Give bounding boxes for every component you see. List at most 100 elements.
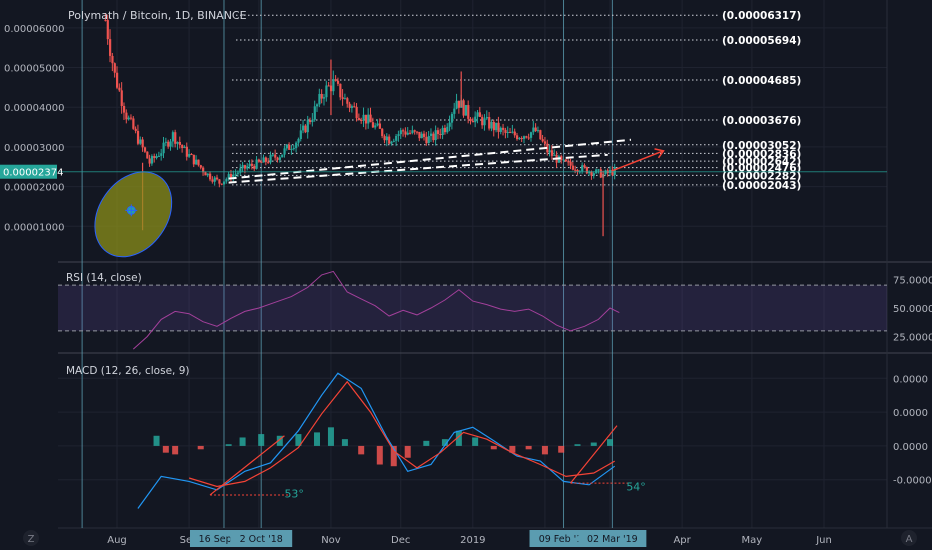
vertical-markers <box>81 0 613 528</box>
candle-body <box>346 98 349 104</box>
candle-body <box>385 136 388 141</box>
candle-body <box>264 157 268 162</box>
price-axis[interactable]: 0.00006000 0.00005000 0.00004000 0.00003000… <box>4 24 64 233</box>
candle-body <box>211 179 214 182</box>
candle-body <box>516 135 519 140</box>
macd-histogram-bar <box>574 444 581 446</box>
macd-axis[interactable]: 0.0000 0.0000 0.0000 -0.0000 <box>893 374 932 486</box>
candle-body <box>567 161 570 163</box>
candle-body <box>118 87 121 91</box>
arrow-drawing[interactable] <box>612 150 664 172</box>
candle-body <box>297 139 300 143</box>
candle-body <box>325 85 328 98</box>
candle-body <box>574 169 577 171</box>
candle-body <box>304 125 307 133</box>
candle-body <box>471 121 475 123</box>
trend-line-lower[interactable] <box>228 153 608 184</box>
macd-histogram-bar <box>490 445 497 450</box>
fib-levels[interactable]: (0.00006317) (0.00005694) (0.00004685) (0.0… <box>232 10 801 192</box>
macd-histogram-bar <box>404 445 411 458</box>
date-badge-label: 09 Feb '19 <box>539 534 589 545</box>
macd-histogram-bar <box>225 444 232 446</box>
candle-body <box>350 106 354 108</box>
rsi-tick-label: 50.0000 <box>893 304 932 315</box>
candle-body <box>527 137 530 139</box>
candle-body <box>169 141 172 147</box>
candle-body <box>332 79 335 92</box>
macd-histogram-bar <box>197 445 204 450</box>
candle-body <box>413 130 416 132</box>
candle-body <box>271 154 275 156</box>
candle-body <box>141 139 144 148</box>
macd-histogram-bar <box>558 445 565 453</box>
price-tick-label: 0.00001000 <box>4 222 64 233</box>
macd-histogram-bar <box>162 445 169 453</box>
candle-body <box>588 171 591 174</box>
macd-histogram-bar <box>258 434 265 446</box>
candle-body <box>213 177 216 182</box>
svg-text:A: A <box>906 534 913 545</box>
candle-body <box>164 141 168 143</box>
current-price-label: 0.00002374 <box>3 168 63 179</box>
candle-body <box>257 159 261 162</box>
candle-body <box>339 83 342 98</box>
candle-body <box>232 174 235 180</box>
logo-z-icon[interactable]: Z <box>23 530 39 546</box>
candle-body <box>288 144 291 150</box>
candle-body <box>313 106 316 120</box>
auto-scale-icon[interactable]: A <box>901 530 917 546</box>
macd-title[interactable]: MACD (12, 26, close, 9) <box>66 365 189 377</box>
candle-body <box>511 131 514 133</box>
candle-body <box>518 138 521 140</box>
candle-body <box>427 135 430 144</box>
macd-histogram <box>153 427 614 467</box>
candle-body <box>150 156 154 164</box>
candle-body <box>334 79 337 81</box>
candle-body <box>439 134 442 136</box>
candle-body <box>564 159 568 162</box>
drawings[interactable] <box>79 138 665 272</box>
candle-body <box>216 177 219 180</box>
candle-body <box>188 154 191 157</box>
macd-histogram-bar <box>390 445 397 467</box>
candle-body <box>506 132 509 134</box>
candle-body <box>576 169 579 172</box>
rsi-band <box>58 285 887 331</box>
candle-body <box>411 130 414 134</box>
candle-body <box>322 97 326 99</box>
fib-level-label: (0.00002642) <box>722 156 801 168</box>
candle-body <box>478 112 482 117</box>
candle-body <box>504 129 507 133</box>
candle-body <box>111 55 114 64</box>
rsi-title[interactable]: RSI (14, close) <box>66 272 142 284</box>
time-tick-label: Aug <box>107 535 127 546</box>
candle-body <box>432 133 435 141</box>
angle-line[interactable] <box>209 435 285 496</box>
candle-body <box>353 106 356 108</box>
candle-body <box>176 141 179 144</box>
macd-histogram-bar <box>441 439 448 446</box>
candle-body <box>192 154 195 165</box>
macd-histogram-bar <box>455 430 462 446</box>
current-price-badge: 0.00002374 <box>0 164 63 179</box>
angle-label: 53° <box>284 487 304 500</box>
time-axis[interactable]: AugSepOctNovDec2019FebMarAprMayJun16 Sep… <box>107 530 832 547</box>
candle-body <box>253 165 256 169</box>
fib-level-label: (0.00002043) <box>722 180 801 192</box>
candle-body <box>397 134 400 136</box>
angle-line[interactable] <box>570 425 618 484</box>
rsi-axis[interactable]: 75.0000 50.0000 25.0000 <box>893 275 932 343</box>
candle-body <box>371 122 375 128</box>
candle-body <box>392 140 395 142</box>
candle-body <box>360 119 363 121</box>
time-tick-label: Jun <box>815 535 832 546</box>
symbol-title[interactable]: Polymath / Bitcoin, 1D, BINANCE <box>68 9 247 22</box>
candle-body <box>136 130 140 144</box>
candle-body <box>262 157 265 163</box>
candle-body <box>290 148 293 150</box>
candle-body <box>227 174 230 180</box>
candle-body <box>436 130 440 135</box>
candle-body <box>488 117 491 129</box>
candle-body <box>239 168 242 173</box>
